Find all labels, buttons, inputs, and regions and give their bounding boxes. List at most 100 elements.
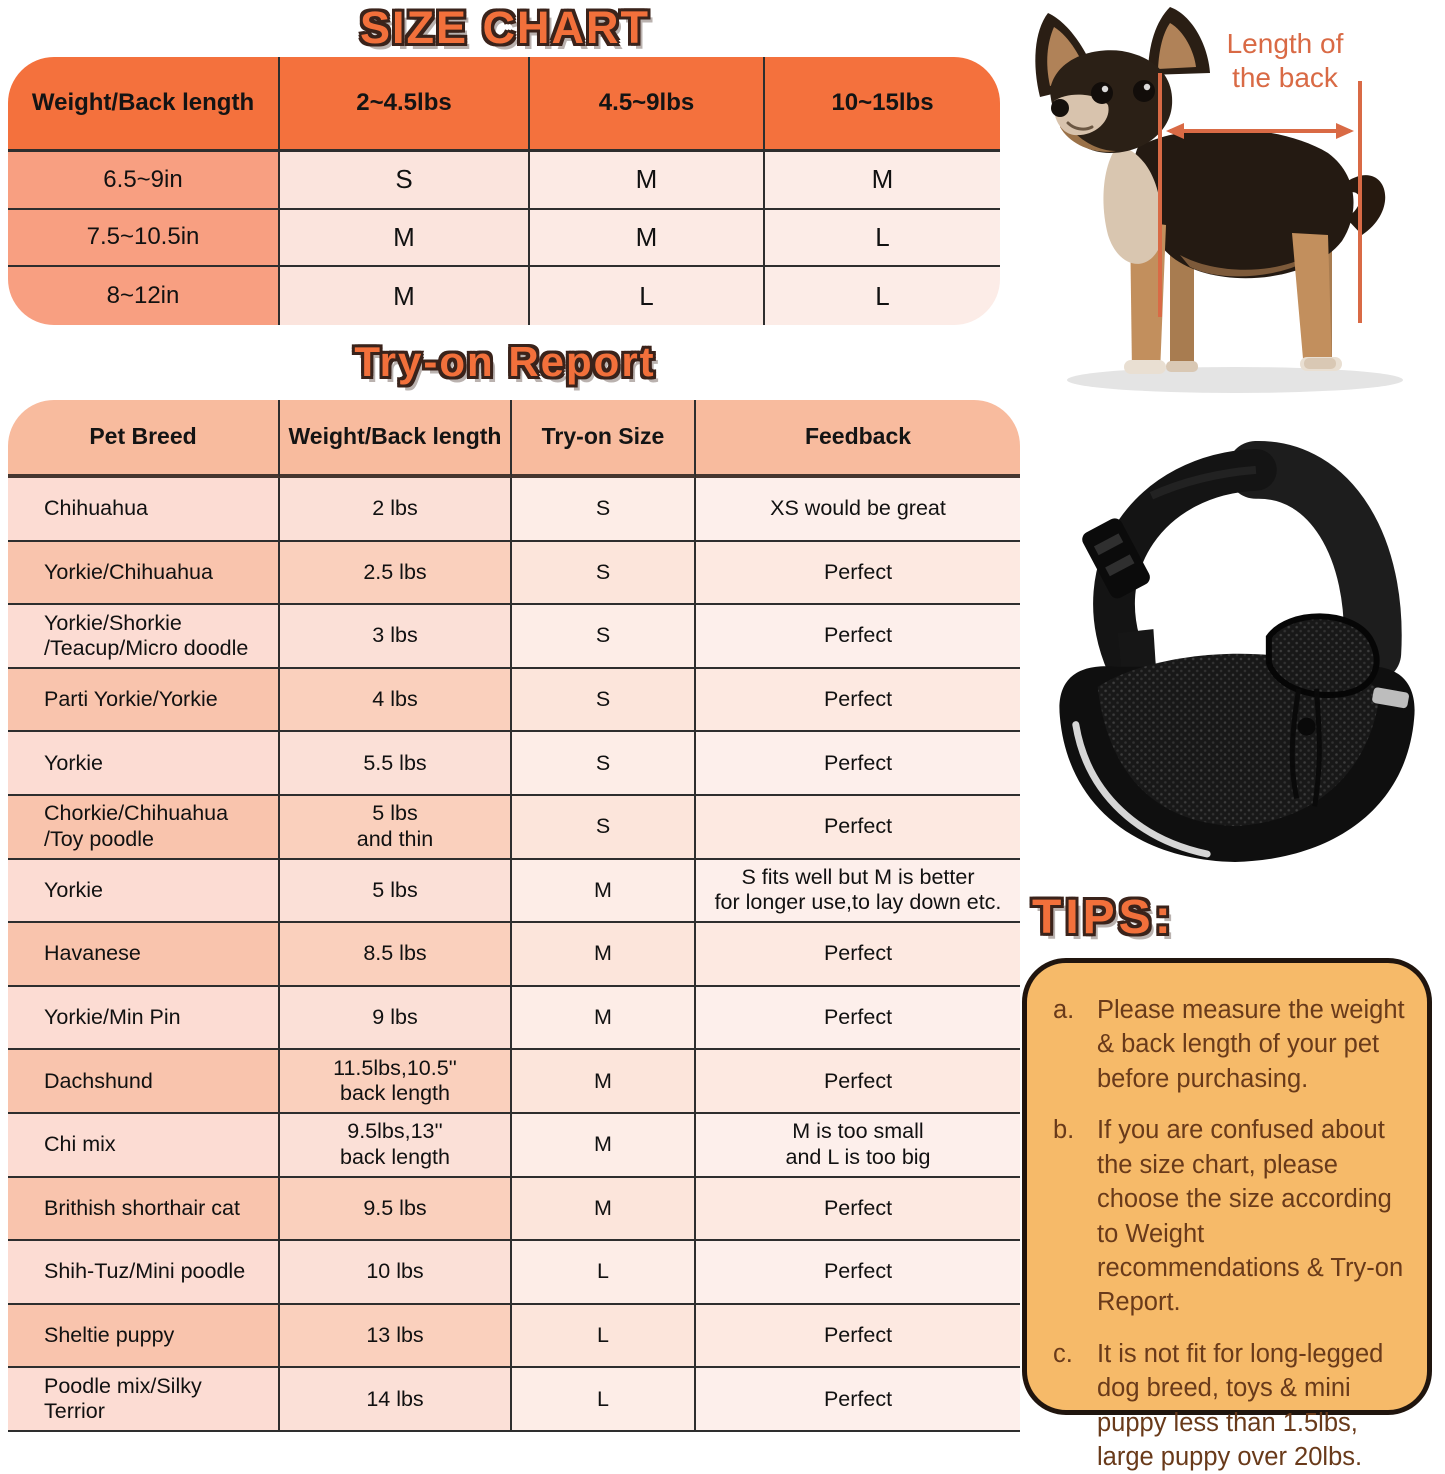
size-chart-cell: S xyxy=(280,152,530,210)
tryon-cell: Yorkie xyxy=(8,732,280,796)
tip-item: b. If you are confused about the size cha… xyxy=(1045,1113,1411,1320)
tryon-cell: Perfect xyxy=(696,1368,1020,1432)
tryon-cell: 14 lbs xyxy=(280,1368,512,1432)
tryon-cell: Perfect xyxy=(696,1241,1020,1305)
tryon-cell: Shih-Tuz/Mini poodle xyxy=(8,1241,280,1305)
tryon-cell: Brithish shorthair cat xyxy=(8,1177,280,1242)
tryon-cell: 9.5 lbs xyxy=(280,1177,512,1242)
size-chart-cell: M xyxy=(530,209,765,268)
strap-buckle xyxy=(1082,518,1150,599)
tip-text: Please measure the weight & back length … xyxy=(1097,996,1405,1093)
tryon-cell: 2.5 lbs xyxy=(280,541,512,606)
tryon-cell: 5.5 lbs xyxy=(280,732,512,796)
size-chart-header-cell: 10~15lbs xyxy=(765,57,1000,152)
tryon-cell: Parti Yorkie/Yorkie xyxy=(8,668,280,733)
size-chart-cell: M xyxy=(765,152,1000,210)
back-length-label: Length of the back xyxy=(1226,28,1344,94)
bag-strap-right xyxy=(1227,441,1402,682)
dog-nose xyxy=(1051,99,1069,117)
size-chart-header-cell: 2~4.5lbs xyxy=(280,57,530,152)
dog-paw xyxy=(1166,361,1198,372)
sling-bag-illustration xyxy=(1059,441,1415,862)
dog-ear-inner xyxy=(1158,23,1196,69)
size-chart-cell: M xyxy=(280,209,530,268)
tryon-cell: S xyxy=(512,732,696,796)
tryon-header-cell: Pet Breed xyxy=(8,400,280,478)
tryon-cell: 9 lbs xyxy=(280,986,512,1051)
dog-mouth xyxy=(1066,121,1094,131)
tryon-cell: Perfect xyxy=(696,541,1020,606)
tryon-cell: L xyxy=(512,1241,696,1305)
strap-highlight xyxy=(1149,465,1257,500)
size-chart-header-cell: Weight/Back length xyxy=(8,57,280,152)
dog-chest xyxy=(1103,145,1162,264)
tryon-cell: Perfect xyxy=(696,795,1020,860)
tryon-cell: Dachshund xyxy=(8,1050,280,1114)
dog-belly xyxy=(1180,245,1325,277)
size-chart-cell: M xyxy=(280,267,530,325)
tryon-report-table: Pet Breed Weight/Back length Try-on Size Fe… xyxy=(8,400,1020,1432)
dog-leg xyxy=(1292,233,1332,370)
eye-glint xyxy=(1101,85,1109,93)
tryon-cell: 4 lbs xyxy=(280,668,512,733)
dog-paw xyxy=(1304,358,1336,369)
tryon-cell: S fits well but M is better for longer u… xyxy=(696,859,1020,924)
size-chart-cell: L xyxy=(765,209,1000,268)
tryon-cell: Perfect xyxy=(696,668,1020,733)
tryon-report-title: Try-on Report xyxy=(354,338,656,385)
tryon-cell: M xyxy=(512,923,696,987)
drawstring-cord xyxy=(1289,688,1302,799)
tip-item: c. It is not fit for long-legged dog bree… xyxy=(1045,1337,1411,1474)
tryon-cell: 2 lbs xyxy=(280,478,512,542)
tryon-cell: 11.5lbs,10.5'' back length xyxy=(280,1050,512,1114)
tryon-cell: Yorkie xyxy=(8,859,280,924)
tip-text: It is not fit for long-legged dog breed,… xyxy=(1097,1339,1384,1472)
tip-text: If you are confused about the size chart… xyxy=(1097,1116,1404,1317)
tryon-cell: Perfect xyxy=(696,986,1020,1051)
size-chart-header-cell: 4.5~9lbs xyxy=(530,57,765,152)
dog-eye xyxy=(1133,80,1155,102)
eye-glint xyxy=(1143,83,1151,91)
tryon-cell: 13 lbs xyxy=(280,1304,512,1369)
tryon-cell: M is too small and L is too big xyxy=(696,1113,1020,1178)
tryon-cell: M xyxy=(512,1113,696,1178)
tryon-cell: Perfect xyxy=(696,605,1020,669)
tryon-cell: 9.5lbs,13'' back length xyxy=(280,1113,512,1178)
bag-mesh-panel xyxy=(1097,653,1381,827)
tryon-cell: Perfect xyxy=(696,1177,1020,1242)
reflective-trim xyxy=(1072,721,1211,858)
tips-box: a. Please measure the weight & back lengt… xyxy=(1022,958,1432,1471)
size-chart-cell: L xyxy=(530,267,765,325)
tryon-cell: M xyxy=(512,859,696,924)
dog-eye xyxy=(1091,82,1113,104)
tryon-cell: XS would be great xyxy=(696,478,1020,542)
size-chart-cell: L xyxy=(765,267,1000,325)
dog-photo: Length of the back xyxy=(1010,5,1440,405)
tryon-cell: S xyxy=(512,668,696,733)
arrowhead-left-icon xyxy=(1166,123,1184,139)
tryon-cell: L xyxy=(512,1368,696,1432)
tryon-cell: S xyxy=(512,541,696,606)
sling-bag-photo xyxy=(1032,425,1440,875)
tryon-cell: Poodle mix/Silky Terrior xyxy=(8,1368,280,1432)
drawstring-cord xyxy=(1312,688,1322,807)
tryon-cell: Yorkie/Min Pin xyxy=(8,986,280,1051)
chihuahua-illustration xyxy=(1035,7,1403,393)
tryon-cell: Yorkie/Shorkie /Teacup/Micro doodle xyxy=(8,605,280,669)
tryon-cell: 8.5 lbs xyxy=(280,923,512,987)
tryon-cell: 5 lbs xyxy=(280,859,512,924)
tryon-cell: Chihuahua xyxy=(8,478,280,542)
tryon-cell: Yorkie/Chihuahua xyxy=(8,541,280,606)
size-chart-row-label: 6.5~9in xyxy=(8,152,280,210)
tryon-cell: 3 lbs xyxy=(280,605,512,669)
tryon-cell: S xyxy=(512,478,696,542)
tip-marker: a. xyxy=(1053,996,1075,1024)
tip-marker: b. xyxy=(1053,1116,1075,1145)
tryon-cell: Sheltie puppy xyxy=(8,1304,280,1369)
tryon-cell: Perfect xyxy=(696,1304,1020,1369)
tryon-cell: M xyxy=(512,986,696,1051)
tryon-cell: Perfect xyxy=(696,923,1020,987)
tryon-cell: M xyxy=(512,1177,696,1242)
tryon-header-cell: Feedback xyxy=(696,400,1020,478)
tips-title: TIPS: xyxy=(1032,891,1175,944)
